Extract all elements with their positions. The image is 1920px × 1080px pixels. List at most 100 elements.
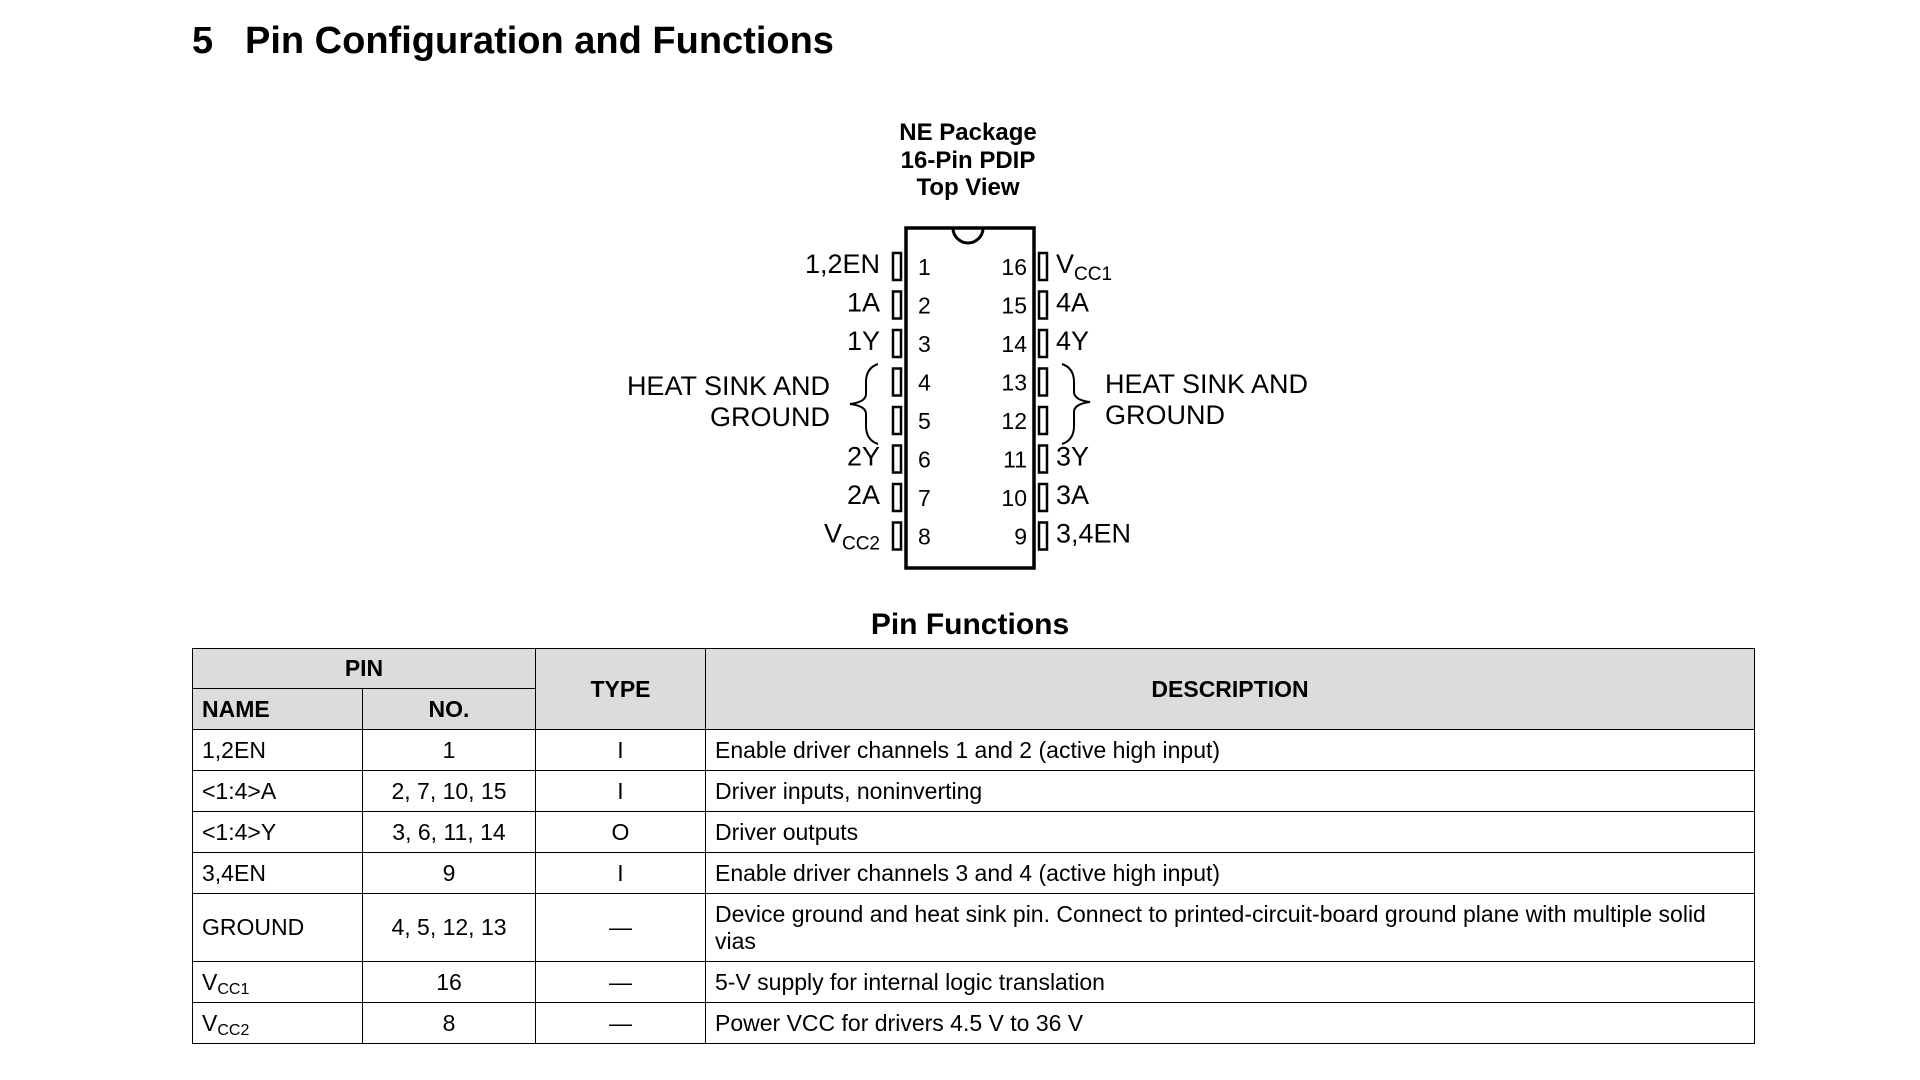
pinout-diagram: NE Package 16-Pin PDIP Top View 11,2EN21… (627, 119, 1308, 570)
pin-number-3: 3 (918, 331, 931, 357)
pin-lead-14 (1037, 328, 1049, 359)
cell-type: I (535, 729, 706, 771)
pin-label-10: 3A (1056, 480, 1089, 510)
pin1-notch (951, 227, 985, 245)
cell-type: — (535, 961, 706, 1003)
pin-lead-6 (891, 444, 903, 474)
cell-type: O (535, 811, 706, 853)
header-row-2: NAME NO. (192, 688, 1755, 730)
table-row: GROUND 4, 5, 12, 13— Device ground and hea… (192, 893, 1755, 962)
pin-label-11: 3Y (1056, 442, 1089, 472)
pin-lead-4 (891, 367, 903, 397)
cell-description: Driver outputs (705, 811, 1755, 853)
table-title: Pin Functions (870, 608, 1070, 641)
pin-number-13: 13 (1001, 370, 1027, 396)
cell-no: 1 (362, 729, 536, 771)
cell-type: — (535, 893, 706, 962)
cell-no: 2, 7, 10, 15 (362, 770, 536, 812)
cell-description: Power VCC for drivers 4.5 V to 36 V (705, 1002, 1755, 1044)
heat-sink-label-right-2: GROUND (1105, 400, 1225, 430)
pin-lead-10 (1037, 482, 1049, 513)
pin-label-3: 1Y (847, 326, 880, 356)
pin-label-1: 1,2EN (805, 249, 880, 279)
pin-label-6: 2Y (847, 442, 880, 472)
pin-number-11: 11 (1003, 447, 1027, 473)
cell-type: I (535, 770, 706, 812)
pin-lead-5 (891, 405, 903, 436)
cell-type: I (535, 852, 706, 894)
cell-type: — (535, 1002, 706, 1044)
pin-lead-16 (1037, 251, 1049, 282)
cell-description: Device ground and heat sink pin. Connect… (705, 893, 1755, 962)
pin-number-9: 9 (1014, 524, 1027, 550)
cell-no: 4, 5, 12, 13 (362, 893, 536, 962)
pin-number-12: 12 (1001, 408, 1027, 434)
pin-lead-2 (891, 290, 903, 320)
table-row: VCC2 8— Power VCC for drivers 4.5 V to 36 … (192, 1002, 1755, 1044)
table-row: <1:4>A 2, 7, 10, 15 I Driver inputs, noninv… (192, 770, 1755, 812)
cell-name: VCC2 (192, 1002, 363, 1044)
table-row: 3,4EN 9 I Enable driver channels 3 and 4 (a… (192, 852, 1755, 894)
heat-sink-label-left-2: GROUND (710, 402, 830, 432)
pin-lead-1 (891, 251, 903, 282)
header-row-1: PIN TYPE DESCRIPTION (192, 648, 1755, 730)
pin-lead-11 (1037, 444, 1049, 474)
cell-name: GROUND (192, 893, 363, 962)
cell-no: 16 (362, 961, 536, 1003)
pin-number-8: 8 (918, 524, 931, 550)
pin-functions-table: PIN TYPE DESCRIPTION NAME NO. 1,2EN 1 I Ena… (192, 648, 1755, 1044)
pin-number-6: 6 (918, 447, 931, 473)
pin-number-10: 10 (1001, 485, 1027, 511)
pin-lead-3 (891, 328, 903, 359)
table-row: 1,2EN 1 I Enable driver channels 1 and 2 (a… (192, 729, 1755, 771)
pin-label-2: 1A (847, 288, 880, 318)
pin-label-9: 3,4EN (1056, 519, 1131, 549)
pin-label-8: VCC2 (824, 519, 880, 555)
section-number: 5 (192, 20, 214, 62)
pins: 1 1,2EN 2 1A 3 1Y 4 5 6 2Y 7 2A 8 VCC2 16 VCC1 15 4A 14 4Y 1… (805, 249, 1131, 555)
pin-lead-15 (1037, 290, 1049, 320)
cell-name: 1,2EN (192, 729, 363, 771)
pin-number-1: 1 (918, 254, 931, 280)
header-name: NAME (192, 688, 363, 730)
pin-number-5: 5 (918, 408, 931, 434)
heat-sink-brace-left (849, 363, 879, 445)
table-row: <1:4>Y 3, 6, 11, 14 O Driver outputs (192, 811, 1755, 853)
heat-sink-brace-right (1061, 363, 1091, 445)
cell-description: Enable driver channels 1 and 2 (active h… (705, 729, 1755, 771)
cell-description: Enable driver channels 3 and 4 (active h… (705, 852, 1755, 894)
pin-number-2: 2 (918, 293, 931, 319)
pin-number-7: 7 (918, 485, 931, 511)
pin-lead-8 (891, 521, 903, 551)
section-title: Pin Configuration and Functions (245, 20, 834, 62)
pin-lead-7 (891, 482, 903, 513)
heat-sink-label-left-1: HEAT SINK AND (627, 371, 830, 401)
cell-description: 5-V supply for internal logic translatio… (705, 961, 1755, 1003)
cell-name: <1:4>A (192, 770, 363, 812)
cell-name: VCC1 (192, 961, 363, 1003)
chip-body (904, 226, 1036, 570)
pin-number-14: 14 (1001, 331, 1027, 357)
pin-number-15: 15 (1001, 293, 1027, 319)
cell-no: 3, 6, 11, 14 (362, 811, 536, 853)
header-description: DESCRIPTION (705, 648, 1755, 730)
pin-lead-9 (1037, 521, 1049, 551)
pin-lead-13 (1037, 367, 1049, 397)
table-row: VCC1 16—5-V supply for internal logic tra… (192, 961, 1755, 1003)
cell-name: <1:4>Y (192, 811, 363, 853)
pin-label-7: 2A (847, 480, 880, 510)
pin-label-14: 4Y (1056, 326, 1089, 356)
pin-number-4: 4 (918, 370, 931, 396)
cell-no: 9 (362, 852, 536, 894)
pin-label-16: VCC1 (1056, 249, 1112, 285)
cell-description: Driver inputs, noninverting (705, 770, 1755, 812)
package-pin-count: 16-Pin PDIP (901, 147, 1036, 174)
pin-number-16: 16 (1001, 254, 1027, 280)
cell-name: 3,4EN (192, 852, 363, 894)
header-pin: PIN (192, 648, 536, 689)
heat-sink-label-right-1: HEAT SINK AND (1105, 369, 1308, 399)
header-no: NO. (362, 688, 536, 730)
header-type: TYPE (535, 648, 706, 730)
package-name: NE Package (899, 119, 1036, 146)
pin-lead-12 (1037, 405, 1049, 436)
